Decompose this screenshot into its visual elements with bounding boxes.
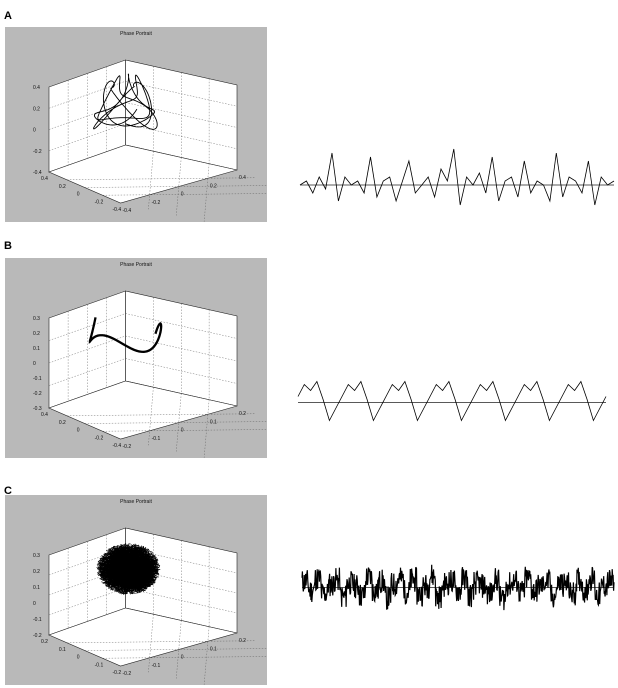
axes-wall-2 [48, 380, 238, 440]
z-tick-label: 0.3 [33, 553, 40, 559]
y-tick-label: -0.1 [152, 436, 161, 442]
z-tick-label: -0.4 [33, 170, 42, 176]
y-tick-label: 0 [181, 428, 184, 434]
z-tick-label: 0.2 [33, 331, 40, 337]
y-tick-label: 0.4 [239, 175, 246, 181]
z-tick-label: -0.2 [33, 149, 42, 155]
z-tick-label: -0.3 [33, 406, 42, 412]
time-series-b [296, 365, 608, 440]
z-tick-label: 0 [33, 601, 36, 607]
z-tick-label: 0.4 [33, 85, 40, 91]
phase-portrait-title-a: Phase Portrait [120, 31, 152, 37]
y-tick-label: -0.2 [123, 671, 132, 677]
time-series-line [301, 564, 615, 611]
axes-wall-2 [48, 607, 238, 667]
panel-label-b: B [4, 240, 12, 252]
phase-portrait-title-b: Phase Portrait [120, 262, 152, 268]
y-tick-label: -0.2 [123, 444, 132, 450]
x-tick-label: 0 [77, 655, 80, 661]
x-tick-label: 0.4 [41, 412, 48, 418]
time-series-line [297, 380, 607, 422]
z-tick-label: 0 [33, 361, 36, 367]
z-tick-label: 0 [33, 128, 36, 134]
panel-label-c: C [4, 485, 12, 497]
attractor-trajectory [95, 542, 161, 595]
axes-grid [48, 66, 267, 222]
y-tick-label: -0.1 [152, 663, 161, 669]
x-tick-label: -0.2 [95, 199, 104, 205]
y-tick-label: 0.2 [239, 411, 246, 417]
time-series-a-plot [299, 148, 615, 206]
x-tick-label: -0.2 [95, 435, 104, 441]
x-tick-label: -0.4 [113, 207, 122, 213]
x-tick-label: 0.2 [41, 639, 48, 645]
panel-label-a: A [4, 10, 12, 22]
time-series-line [299, 148, 615, 206]
y-tick-label: 0 [181, 655, 184, 661]
y-tick-label: 0.1 [210, 419, 217, 425]
phase-portrait-c-axes: 0.30.20.10-0.1-0.20.20.10-0.1-0.2 -0.2-0.… [33, 527, 267, 685]
x-tick-label: 0.2 [59, 184, 66, 190]
phase-portrait-b-axes: 0.30.20.10-0.1-0.2-0.30.40.20-0.2-0.4 -0.… [33, 290, 267, 458]
time-series-c [300, 495, 616, 680]
x-tick-label: 0.1 [59, 647, 66, 653]
y-tick-label: -0.4 [123, 208, 132, 214]
time-series-c-plot [301, 564, 615, 611]
y-tick-label: 0.2 [239, 638, 246, 644]
z-tick-label: -0.1 [33, 376, 42, 382]
y-tick-label: 0.2 [210, 183, 217, 189]
axes-wall-2 [48, 144, 238, 204]
time-series-b-plot [297, 380, 607, 422]
z-tick-label: 0.2 [33, 106, 40, 112]
z-tick-label: 0.1 [33, 585, 40, 591]
x-tick-label: 0 [77, 192, 80, 198]
x-tick-label: -0.4 [113, 443, 122, 449]
axes-grid [48, 297, 267, 458]
phase-portrait-title-c: Phase Portrait [120, 499, 152, 505]
z-tick-label: -0.2 [33, 391, 42, 397]
phase-portrait-a: Phase Portrait 0.4 0.2 0 -0.2 -0.4 0.4 0.2 0 -0.… [5, 27, 267, 222]
phase-portrait-b: Phase Portrait 0.3 0.2 0.1 0 -0.1 -0.2 -0.3 0.4… [5, 258, 267, 458]
z-tick-label: -0.1 [33, 617, 42, 623]
phase-portrait-a-axes: 0.40.20-0.2-0.40.40.20-0.2-0.4 -0.4-0.200… [33, 59, 267, 222]
attractor-trajectory [88, 317, 163, 354]
x-tick-label: -0.1 [95, 662, 104, 668]
attractor-trajectory [93, 73, 158, 130]
x-tick-label: -0.2 [113, 670, 122, 676]
x-tick-label: 0.2 [59, 420, 66, 426]
z-tick-label: 0.3 [33, 316, 40, 322]
y-tick-label: -0.2 [152, 200, 161, 206]
x-tick-label: 0.4 [41, 176, 48, 182]
y-tick-label: 0 [181, 192, 184, 198]
time-series-a [298, 145, 616, 225]
z-tick-label: 0.1 [33, 346, 40, 352]
z-tick-label: -0.2 [33, 633, 42, 639]
x-tick-label: 0 [77, 428, 80, 434]
phase-portrait-c: Phase Portrait 0.3 0.2 0.1 0 -0.1 -0.2 0.2 0.1 0… [5, 495, 267, 685]
z-tick-label: 0.2 [33, 569, 40, 575]
y-tick-label: 0.1 [210, 646, 217, 652]
